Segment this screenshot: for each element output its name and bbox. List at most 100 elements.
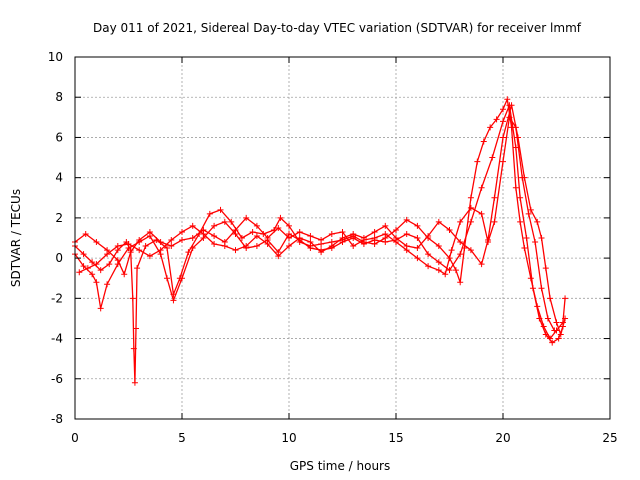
- data-point: [480, 138, 487, 145]
- data-point: [521, 174, 528, 181]
- data-point: [164, 245, 171, 252]
- data-point: [544, 315, 551, 322]
- data-point: [562, 315, 569, 322]
- data-point: [485, 237, 492, 244]
- data-point: [551, 327, 558, 334]
- data-point: [164, 275, 171, 282]
- data-point: [275, 224, 282, 231]
- data-point: [487, 124, 494, 131]
- data-point: [136, 247, 143, 254]
- data-point: [277, 214, 284, 221]
- data-point: [228, 218, 235, 225]
- data-point: [142, 243, 149, 250]
- data-point: [264, 241, 271, 248]
- data-point: [360, 235, 367, 241]
- y-tick-label: -4: [51, 332, 63, 346]
- data-point: [435, 259, 442, 266]
- data-point: [538, 235, 545, 241]
- data-point: [93, 261, 100, 268]
- data-point: [179, 275, 185, 282]
- data-point: [211, 222, 218, 229]
- data-point: [403, 243, 410, 250]
- data-point: [93, 239, 100, 246]
- data-point: [328, 243, 335, 250]
- data-point: [131, 379, 138, 386]
- data-point: [130, 345, 137, 352]
- data-point: [129, 295, 136, 302]
- data-point: [478, 184, 485, 191]
- data-point: [508, 102, 515, 109]
- data-point: [403, 216, 410, 223]
- data-point: [221, 218, 228, 225]
- data-point: [547, 295, 554, 302]
- data-point: [549, 339, 556, 346]
- data-point: [80, 263, 87, 270]
- data-point: [467, 247, 474, 254]
- data-point: [170, 297, 177, 304]
- data-point: [500, 106, 506, 113]
- data-point: [157, 239, 164, 246]
- y-tick-label: 10: [48, 50, 63, 64]
- data-point: [534, 218, 541, 225]
- data-point: [253, 243, 260, 250]
- data-point: [232, 226, 239, 233]
- data-point: [157, 247, 164, 254]
- data-point: [286, 222, 292, 229]
- data-point: [350, 230, 357, 237]
- data-point: [217, 206, 224, 213]
- data-point: [243, 243, 250, 250]
- data-point: [414, 245, 421, 252]
- data-point: [512, 184, 519, 191]
- data-point: [232, 247, 239, 254]
- x-axis-label: GPS time / hours: [290, 459, 391, 473]
- data-point: [562, 295, 569, 302]
- data-point: [307, 232, 314, 239]
- data-point: [555, 335, 562, 342]
- data-point: [185, 249, 192, 256]
- data-point: [371, 235, 378, 241]
- data-point: [106, 261, 113, 268]
- data-point: [446, 226, 453, 233]
- data-point: [253, 232, 260, 239]
- data-point: [514, 134, 521, 141]
- plot-frame: [74, 56, 611, 420]
- data-point: [478, 261, 485, 268]
- data-point: [89, 259, 96, 266]
- data-point: [339, 228, 346, 235]
- series-line: [74, 116, 555, 331]
- data-point: [467, 204, 474, 211]
- data-point: [542, 331, 549, 338]
- data-point: [491, 218, 498, 225]
- x-tick-label: 10: [281, 431, 296, 445]
- y-tick-label: 8: [55, 90, 63, 104]
- data-point: [132, 325, 139, 332]
- data-point: [448, 247, 455, 254]
- data-point: [425, 251, 432, 258]
- data-point: [146, 228, 153, 235]
- data-point: [350, 243, 357, 250]
- data-point: [307, 239, 314, 246]
- data-point: [435, 218, 442, 225]
- x-tick-label: 0: [71, 431, 79, 445]
- data-point: [189, 235, 196, 241]
- data-point: [446, 267, 453, 274]
- data-point: [136, 237, 143, 244]
- y-axis-label: SDTVAR / TECUs: [9, 189, 23, 287]
- data-point: [249, 228, 256, 235]
- data-point: [179, 228, 185, 235]
- data-point: [457, 218, 464, 225]
- data-point: [414, 235, 421, 241]
- data-point: [414, 255, 421, 262]
- data-point: [523, 235, 530, 241]
- data-point: [525, 210, 532, 217]
- data-point: [179, 237, 185, 244]
- data-point: [189, 245, 196, 252]
- data-point: [104, 281, 111, 288]
- data-point: [393, 226, 399, 233]
- data-point: [467, 194, 474, 201]
- x-tick-label: 20: [495, 431, 510, 445]
- data-point: [504, 96, 511, 103]
- data-point: [457, 251, 464, 258]
- data-point: [500, 134, 506, 141]
